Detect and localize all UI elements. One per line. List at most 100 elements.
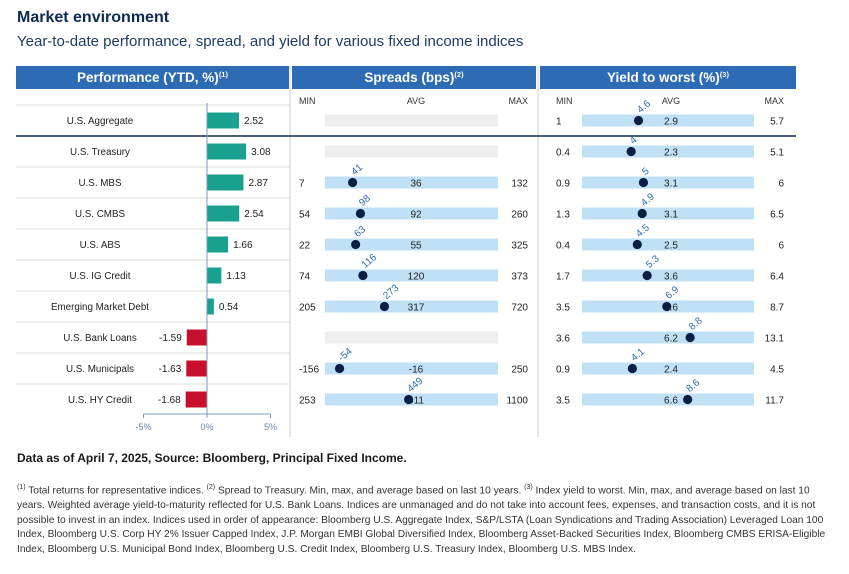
yield-avg-value: 6.2 xyxy=(664,334,678,345)
spread-min-value: 74 xyxy=(299,272,311,283)
category-label: U.S. Municipals xyxy=(66,364,134,375)
spread-range-bar xyxy=(325,300,498,313)
spread-range-bar xyxy=(325,176,498,189)
category-label: U.S. Bank Loans xyxy=(63,333,137,344)
spread-range-bar xyxy=(325,238,498,251)
yield-current-dot xyxy=(642,270,652,281)
yield-min-value: 0.9 xyxy=(556,179,570,190)
yield-avg-value: 3.1 xyxy=(664,210,678,221)
spread-min-value: -156 xyxy=(299,365,319,376)
spread-min-value: 22 xyxy=(299,241,311,252)
performance-bar xyxy=(207,205,240,222)
spread-avg-value: 120 xyxy=(408,272,425,283)
footnote: (1) Total returns for representative ind… xyxy=(17,481,837,557)
performance-bar xyxy=(186,329,207,346)
yield-current-dot xyxy=(632,239,642,250)
yield-max-value: 6.4 xyxy=(770,272,784,283)
yield-avg-value: 5.6 xyxy=(664,303,678,314)
footnote-mark-1: (1) xyxy=(17,484,26,491)
yield-range-bar xyxy=(582,362,754,375)
yield-max-value: 11.7 xyxy=(765,396,784,407)
performance-bar xyxy=(207,143,247,160)
spread-empty-bar xyxy=(325,145,498,158)
spread-avg-value: 92 xyxy=(410,210,422,221)
spread-min-value: 205 xyxy=(299,303,316,314)
performance-bar xyxy=(207,267,222,284)
spread-current-label: 63 xyxy=(352,224,368,240)
yield-range-bar xyxy=(582,331,754,344)
category-label: U.S. Treasury xyxy=(70,147,130,158)
footnote-mark-2: (2) xyxy=(206,484,216,491)
spread-max-value: 132 xyxy=(511,179,528,190)
spread-current-dot xyxy=(334,363,345,374)
footnote-mark-3: (3) xyxy=(524,484,533,491)
spread-current-dot xyxy=(355,208,366,219)
yield-min-value: 1.3 xyxy=(556,210,570,221)
yield-range-bar xyxy=(582,238,754,251)
spread-range-bar xyxy=(325,207,498,220)
yield-min-value: 1.7 xyxy=(556,272,570,283)
source-line: Data as of April 7, 2025, Source: Bloomb… xyxy=(17,451,407,465)
spread-max-value: 260 xyxy=(511,210,528,221)
spread-max-value: 250 xyxy=(511,365,528,376)
spread-current-label: -54 xyxy=(336,346,354,364)
page-subtitle: Year-to-date performance, spread, and yi… xyxy=(17,33,524,50)
spread-range-bar xyxy=(325,269,498,282)
yield-current-label: 4.9 xyxy=(639,191,657,209)
spread-avg-header: AVG xyxy=(407,96,425,106)
page-title: Market environment xyxy=(17,9,170,26)
performance-value-label: 2.52 xyxy=(244,116,264,127)
yield-range-bar xyxy=(582,145,754,158)
yield-min-value: 3.5 xyxy=(556,303,570,314)
performance-value-label: -1.68 xyxy=(158,395,181,406)
header-bar-3 xyxy=(540,66,796,89)
performance-value-label: 1.13 xyxy=(226,271,246,282)
spread-min-value: 7 xyxy=(299,179,305,190)
yield-current-dot xyxy=(637,208,647,219)
yield-current-label: 8.6 xyxy=(685,377,703,395)
yield-max-value: 5.1 xyxy=(770,148,784,159)
yield-min-value: 0.4 xyxy=(556,148,570,159)
spread-current-dot xyxy=(351,239,361,250)
yield-min-value: 1 xyxy=(556,117,562,128)
category-label: U.S. HY Credit xyxy=(68,395,132,406)
yield-current-label: 4.5 xyxy=(634,222,652,240)
yield-max-value: 6 xyxy=(778,179,784,190)
header-footnote-mark-3: (3) xyxy=(720,70,730,79)
performance-value-label: 2.87 xyxy=(248,178,268,189)
header-footnote-mark-1: (1) xyxy=(219,70,229,79)
header-title-1: Performance (YTD, %)(1) xyxy=(77,70,228,85)
yield-avg-value: 3.1 xyxy=(664,179,678,190)
spread-max-value: 325 xyxy=(511,241,528,252)
yield-range-bar xyxy=(582,114,754,127)
yield-avg-value: 2.5 xyxy=(664,241,678,252)
yield-current-dot xyxy=(685,332,695,343)
yield-current-label: 5 xyxy=(640,166,652,178)
footnote-text-2: Spread to Treasury. Min, max, and averag… xyxy=(215,485,525,497)
yield-min-value: 0.9 xyxy=(556,365,570,376)
category-label: U.S. MBS xyxy=(78,178,121,189)
yield-avg-value: 6.6 xyxy=(664,396,678,407)
yield-current-dot xyxy=(626,146,636,157)
spread-max-value: 1100 xyxy=(506,396,528,407)
spread-current-dot xyxy=(379,301,390,312)
spread-current-label: 449 xyxy=(405,375,425,394)
market-environment-chart: Performance (YTD, %)(1) Spreads (bps)(2) Y… xyxy=(16,66,796,437)
footnote-text-3: Index yield to worst. Min, max, and aver… xyxy=(17,485,826,555)
spread-range-bar xyxy=(325,362,498,375)
performance-bar xyxy=(207,236,229,253)
spread-max-value: 720 xyxy=(511,303,528,314)
header-bar-2 xyxy=(292,66,536,89)
spread-empty-bar xyxy=(325,114,498,127)
spread-current-label: 273 xyxy=(381,282,401,301)
category-label: U.S. IG Credit xyxy=(70,271,131,282)
yield-current-label: 4.1 xyxy=(629,346,647,364)
yield-avg-value: 2.4 xyxy=(664,365,678,376)
footnote-text-1: Total returns for representative indices… xyxy=(25,485,207,497)
yield-current-dot xyxy=(638,177,649,188)
spread-empty-bar xyxy=(325,331,498,344)
header-bar-1 xyxy=(16,66,289,89)
yield-max-value: 4.5 xyxy=(770,365,784,376)
performance-bar xyxy=(207,298,214,315)
performance-bar xyxy=(186,360,207,377)
